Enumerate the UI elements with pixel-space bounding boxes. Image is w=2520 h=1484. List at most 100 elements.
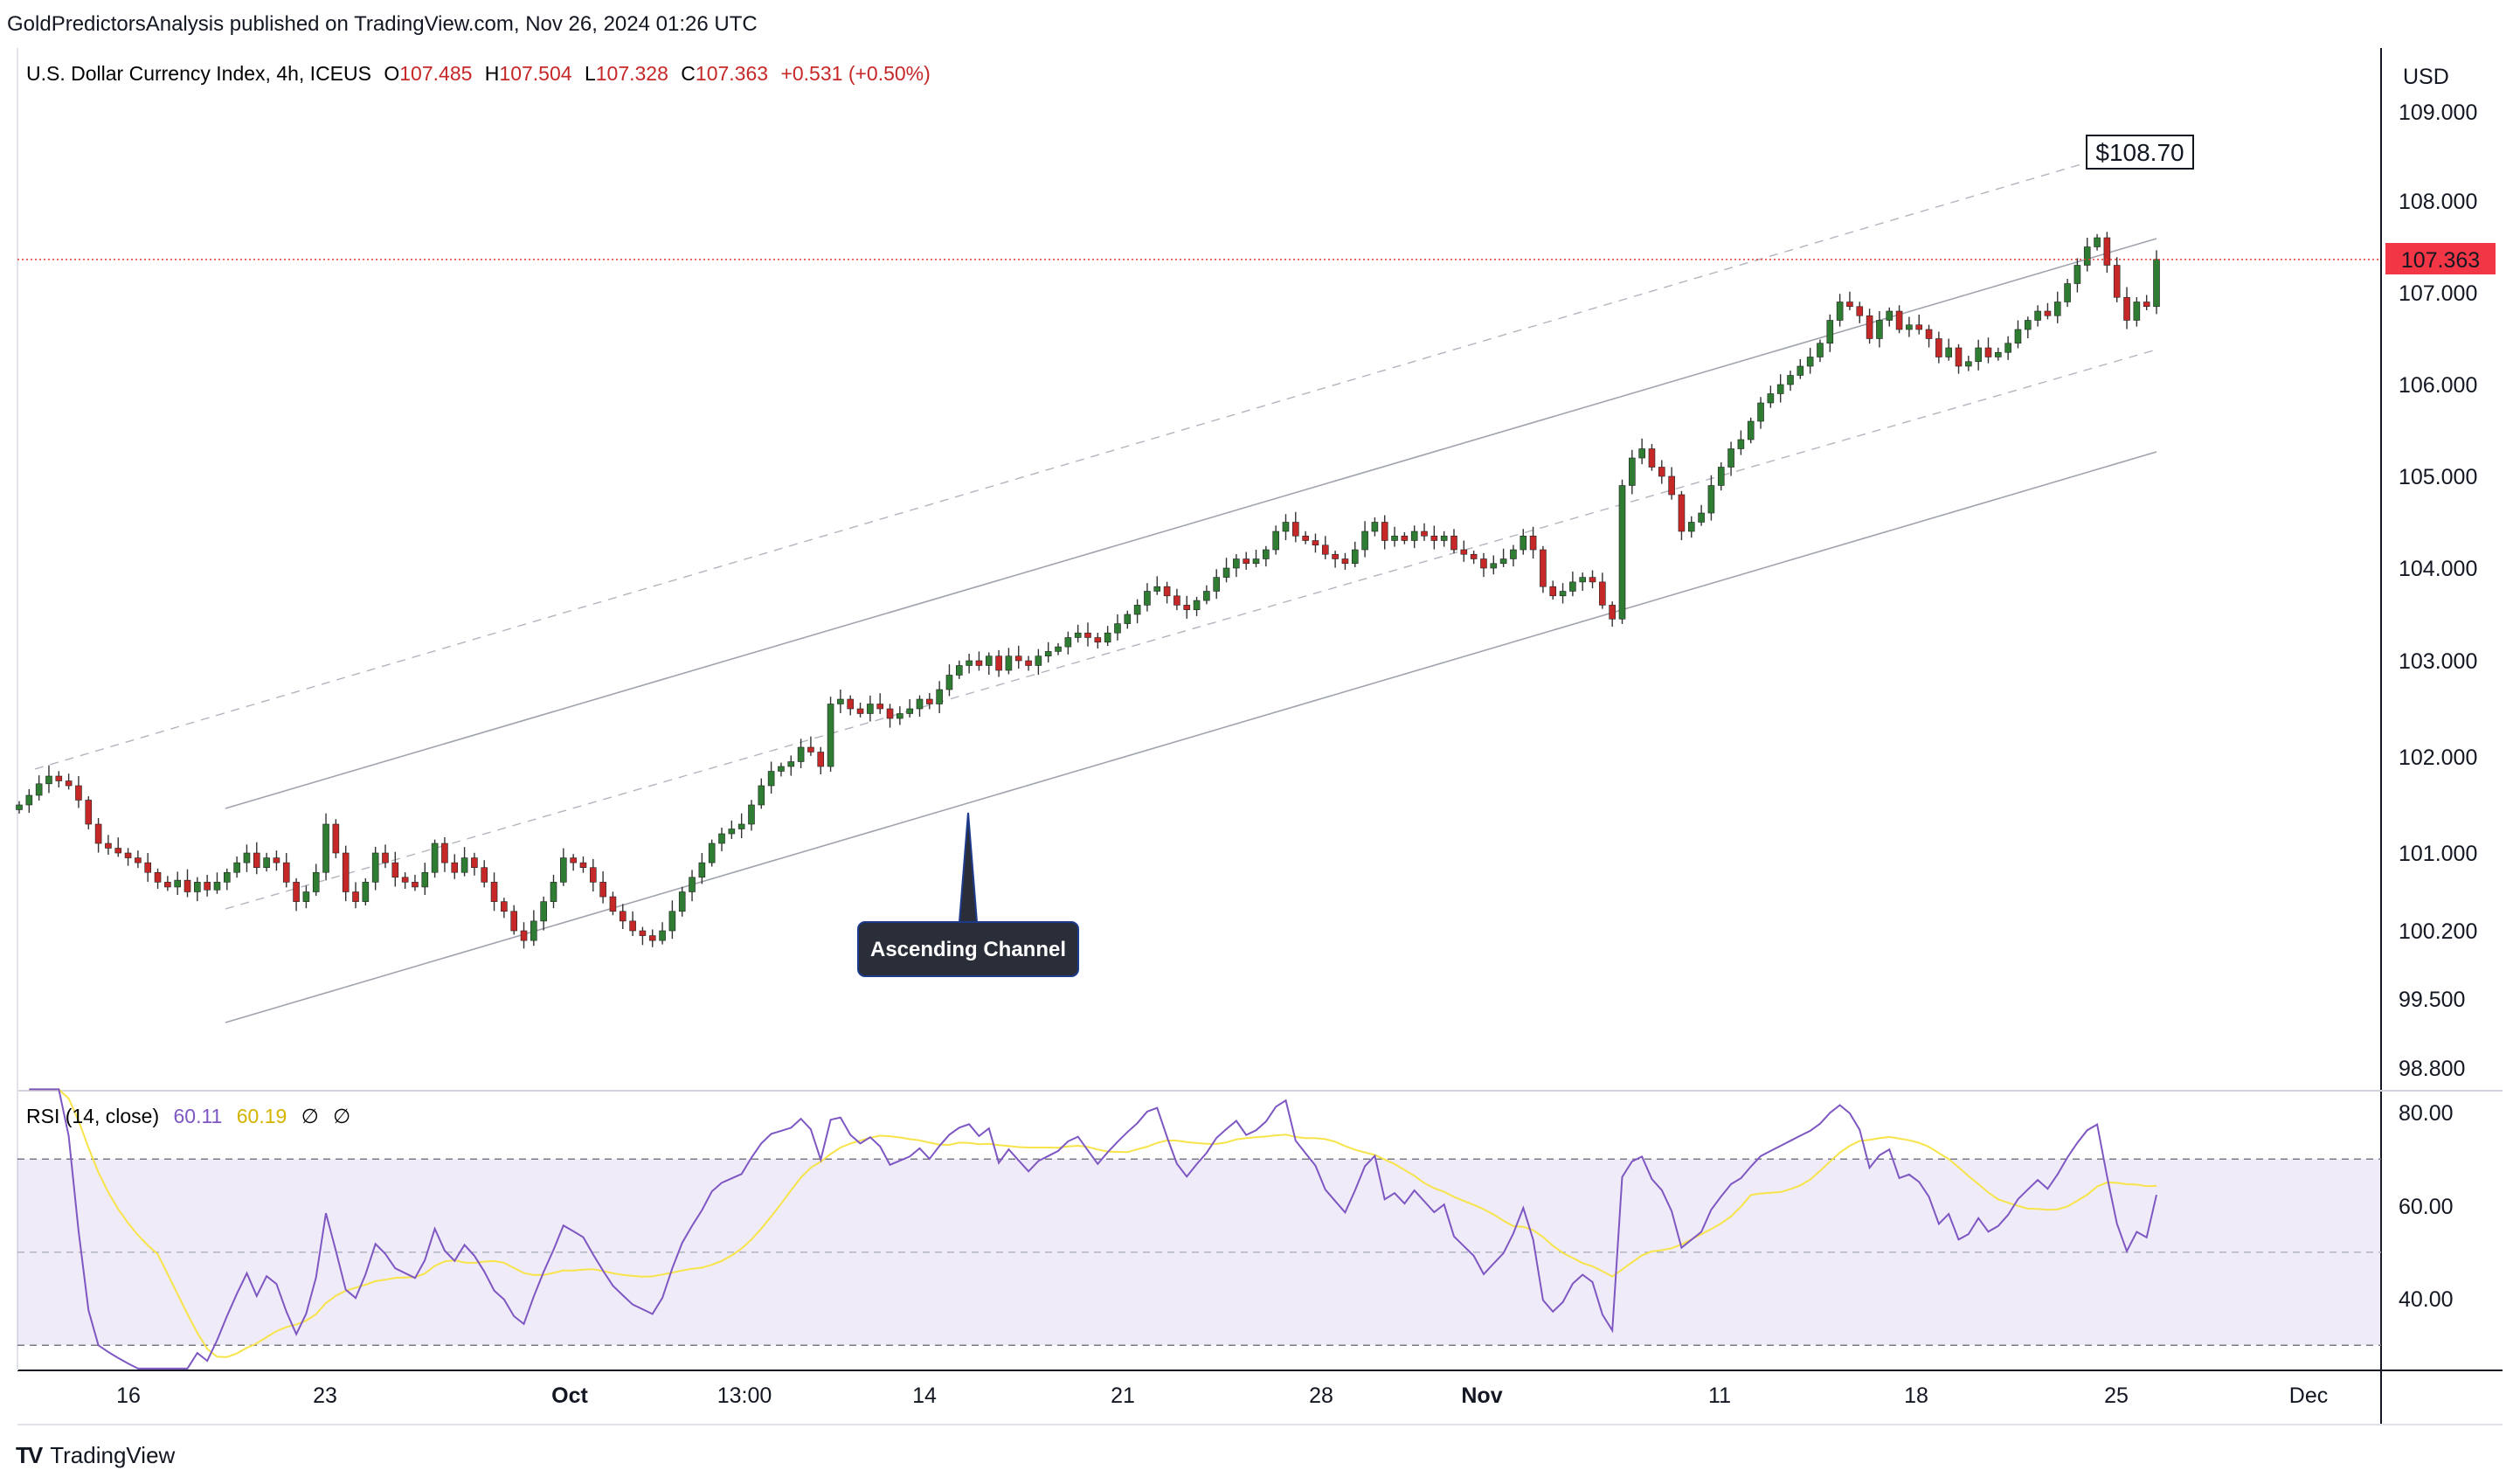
candle [282, 853, 290, 888]
candle [2153, 250, 2160, 315]
candle [1410, 525, 1418, 549]
candle [233, 856, 240, 878]
candle [1747, 417, 1755, 444]
candle [1332, 551, 1339, 568]
price-tick-label: 109.000 [2399, 101, 2477, 125]
candle [2034, 305, 2041, 327]
candle [352, 882, 359, 909]
candle [481, 860, 488, 888]
candle [421, 863, 429, 896]
candle [1806, 348, 1814, 374]
candle [1183, 595, 1191, 619]
candle [886, 704, 894, 728]
rsi-line [29, 1088, 2157, 1370]
time-tick-label: 16 [116, 1383, 141, 1408]
candle [1797, 359, 1804, 379]
candle [1144, 583, 1151, 612]
candle [1678, 490, 1686, 541]
candle [599, 870, 606, 904]
candle [1520, 529, 1527, 555]
candle [708, 839, 716, 867]
candle [1727, 441, 1734, 476]
candle [2073, 258, 2081, 293]
candle [1995, 347, 2002, 361]
candle [678, 886, 686, 917]
candle [1618, 479, 1626, 625]
tradingview-footer[interactable]: TV TradingView [16, 1442, 175, 1469]
candle [856, 702, 864, 718]
candle [2053, 291, 2061, 323]
candle [460, 847, 468, 877]
time-tick-label: 23 [313, 1383, 337, 1408]
candle [659, 922, 666, 945]
candle [767, 761, 775, 794]
candle [1025, 655, 1032, 671]
footer-brand: TradingView [50, 1442, 176, 1468]
rsi-ma-line [29, 1088, 2157, 1358]
candle [1421, 523, 1428, 541]
svg-text:RSI (14, close) 60.11: RSI (14, close) 60.11 60.19 ∅ ∅ [26, 1105, 350, 1127]
rsi-value: 60.11 [174, 1105, 223, 1127]
candle [560, 848, 567, 886]
price-tick-label: 104.000 [2399, 557, 2477, 581]
candle [1252, 550, 1260, 567]
candle [114, 837, 122, 857]
candle [1737, 430, 1745, 455]
candle [1243, 551, 1250, 570]
price-tick-label: 102.000 [2399, 745, 2477, 770]
candle [371, 846, 379, 891]
change-value: +0.531 (+0.50%) [780, 62, 930, 85]
candle [737, 813, 745, 839]
candle [1351, 541, 1359, 567]
candle [35, 775, 43, 801]
candle [1707, 475, 1715, 521]
chart-frame [17, 48, 2503, 1425]
candle [2123, 287, 2130, 329]
price-axis: 109.000 108.000 107.000 106.000 105.000 104.0… [2399, 101, 2477, 1081]
candle [1955, 343, 1963, 374]
close-value: 107.363 [696, 62, 768, 85]
candle [1084, 622, 1091, 647]
candle [1005, 648, 1013, 675]
candle [609, 891, 617, 916]
candle [1133, 599, 1141, 624]
candle [1895, 305, 1903, 334]
time-tick-label: 13:00 [717, 1383, 772, 1408]
rsi-tick-label: 40.00 [2399, 1287, 2454, 1312]
candle [1321, 536, 1329, 559]
time-tick-label: Dec [2289, 1383, 2328, 1408]
candle [540, 896, 547, 931]
currency-label[interactable]: USD [2403, 65, 2449, 89]
price-tick-label: 101.000 [2399, 842, 2477, 866]
candle [1559, 583, 1567, 604]
candle [105, 835, 112, 856]
time-tick-label: 28 [1309, 1383, 1333, 1408]
candle [2143, 295, 2150, 310]
candle [2024, 316, 2032, 339]
candle [1876, 311, 1883, 348]
candle [1124, 610, 1132, 629]
candle [1094, 632, 1102, 649]
candle [807, 736, 814, 756]
candle [837, 690, 844, 714]
candle [1886, 307, 1893, 327]
candle [135, 850, 142, 869]
candle [867, 695, 874, 722]
candle [401, 872, 409, 889]
candle [1629, 449, 1636, 495]
tradingview-logo-icon: TV [16, 1442, 43, 1468]
candle [1569, 572, 1576, 597]
candle [362, 877, 370, 906]
callout-label: Ascending Channel [870, 938, 1066, 961]
candle [589, 858, 597, 892]
candle [1687, 516, 1695, 538]
candle [1153, 576, 1161, 595]
candle [204, 874, 211, 897]
time-tick-label: 25 [2104, 1383, 2129, 1408]
candle [1035, 648, 1042, 676]
price-tick-label: 106.000 [2399, 373, 2477, 398]
candle [1648, 444, 1656, 471]
candle [2083, 238, 2091, 272]
candle [1826, 314, 1834, 352]
